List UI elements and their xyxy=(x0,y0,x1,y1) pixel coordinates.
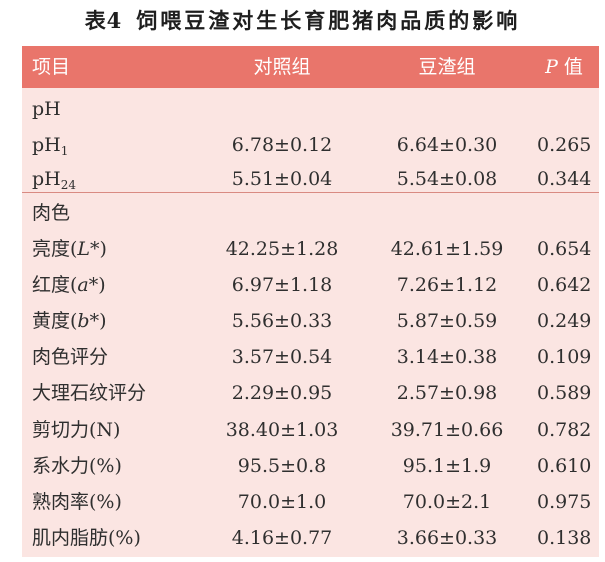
header-p-value: P 值 xyxy=(537,46,591,88)
row-label: 黄度(b*) xyxy=(32,303,107,339)
row-label-variable: b xyxy=(77,310,90,332)
row-label: 亮度(L*) xyxy=(32,231,107,267)
row-label: 肉色评分 xyxy=(32,346,109,368)
cell-treatment: 70.0±2.1 xyxy=(402,491,492,513)
cell-treatment: 39.71±0.66 xyxy=(390,419,504,441)
row-label-text: *) xyxy=(89,310,107,332)
group-label: 肉色 xyxy=(32,202,71,224)
cell-p-value: 0.975 xyxy=(537,491,592,513)
table-row: pH24 5.51±0.04 5.54±0.08 0.344 xyxy=(22,161,599,197)
row-label-text: *) xyxy=(90,238,107,260)
table-title: 饲喂豆渣对生长育肥猪肉品质的影响 xyxy=(136,8,521,33)
cell-control: 2.29±0.95 xyxy=(231,382,333,404)
cell-p-value: 0.249 xyxy=(537,310,592,332)
cell-p-value: 0.654 xyxy=(537,238,592,260)
cell-control: 5.56±0.33 xyxy=(231,310,333,332)
group-separator xyxy=(22,192,599,193)
table-row: 肌内脂肪(%) 4.16±0.77 3.66±0.33 0.138 xyxy=(22,520,599,556)
table-row: 大理石纹评分 2.29±0.95 2.57±0.98 0.589 xyxy=(22,375,599,411)
table-row: 肉色评分 3.57±0.54 3.14±0.38 0.109 xyxy=(22,339,599,375)
row-label-text: *) xyxy=(88,274,106,296)
row-label: 系水力(%) xyxy=(32,455,122,477)
cell-control: 95.5±0.8 xyxy=(237,455,327,477)
header-item: 项目 xyxy=(32,56,71,78)
data-table: 项目 对照组 豆渣组 P 值 pH pH1 6.78±0.12 6.64±0.3… xyxy=(22,46,599,557)
table-row: pH1 6.78±0.12 6.64±0.30 0.265 xyxy=(22,127,599,163)
cell-p-value: 0.344 xyxy=(537,168,592,190)
table-row: 亮度(L*) 42.25±1.28 42.61±1.59 0.654 xyxy=(22,231,599,267)
header-treatment: 豆渣组 xyxy=(418,56,476,78)
table-caption: 表4 饲喂豆渣对生长育肥猪肉品质的影响 xyxy=(0,0,605,40)
row-label-subscript: 24 xyxy=(60,178,77,192)
group-label: pH xyxy=(32,98,61,120)
table-row: 黄度(b*) 5.56±0.33 5.87±0.59 0.249 xyxy=(22,303,599,339)
cell-control: 5.51±0.04 xyxy=(231,168,333,190)
header-p-suffix: 值 xyxy=(557,56,583,78)
cell-control: 6.78±0.12 xyxy=(231,134,333,156)
row-label: 肌内脂肪(%) xyxy=(32,527,141,549)
cell-control: 3.57±0.54 xyxy=(231,346,333,368)
row-label-main: pH xyxy=(32,168,61,190)
row-label-subscript: 1 xyxy=(60,144,69,158)
cell-p-value: 0.138 xyxy=(537,527,592,549)
row-label: pH24 xyxy=(32,161,76,197)
cell-p-value: 0.642 xyxy=(537,274,592,296)
cell-treatment: 5.54±0.08 xyxy=(396,168,498,190)
row-label-text: 红度( xyxy=(32,274,78,296)
table-header-row: 项目 对照组 豆渣组 P 值 xyxy=(22,46,599,88)
row-label: 大理石纹评分 xyxy=(32,382,147,404)
table-row: 红度(a*) 6.97±1.18 7.26±1.12 0.642 xyxy=(22,267,599,303)
cell-control: 42.25±1.28 xyxy=(225,238,339,260)
cell-treatment: 42.61±1.59 xyxy=(390,238,504,260)
row-label: pH1 xyxy=(32,127,68,163)
group-row-color: 肉色 xyxy=(22,195,599,231)
cell-treatment: 2.57±0.98 xyxy=(396,382,498,404)
cell-p-value: 0.782 xyxy=(537,419,592,441)
cell-treatment: 5.87±0.59 xyxy=(396,310,498,332)
cell-control: 38.40±1.03 xyxy=(225,419,339,441)
cell-control: 6.97±1.18 xyxy=(231,274,333,296)
row-label-variable: a xyxy=(77,274,89,296)
table-row: 剪切力(N) 38.40±1.03 39.71±0.66 0.782 xyxy=(22,412,599,448)
cell-treatment: 6.64±0.30 xyxy=(396,134,498,156)
cell-treatment: 3.14±0.38 xyxy=(396,346,498,368)
group-row-ph: pH xyxy=(22,91,599,127)
row-label: 熟肉率(%) xyxy=(32,491,122,513)
table-row: 熟肉率(%) 70.0±1.0 70.0±2.1 0.975 xyxy=(22,484,599,520)
row-label: 红度(a*) xyxy=(32,267,106,303)
row-label-main: pH xyxy=(32,134,61,156)
cell-control: 4.16±0.77 xyxy=(231,527,333,549)
header-control: 对照组 xyxy=(253,56,311,78)
row-label-variable: L xyxy=(77,238,91,260)
header-p-letter: P xyxy=(545,56,558,78)
cell-p-value: 0.610 xyxy=(537,455,592,477)
row-label-text: 亮度( xyxy=(32,238,78,260)
cell-treatment: 95.1±1.9 xyxy=(402,455,492,477)
row-label: 剪切力(N) xyxy=(32,419,121,441)
table-number: 表4 xyxy=(84,8,123,33)
cell-p-value: 0.109 xyxy=(537,346,592,368)
row-label-text: 黄度( xyxy=(32,310,78,332)
cell-p-value: 0.265 xyxy=(537,134,592,156)
cell-treatment: 7.26±1.12 xyxy=(396,274,498,296)
cell-control: 70.0±1.0 xyxy=(237,491,327,513)
table-row: 系水力(%) 95.5±0.8 95.1±1.9 0.610 xyxy=(22,448,599,484)
cell-treatment: 3.66±0.33 xyxy=(396,527,498,549)
cell-p-value: 0.589 xyxy=(537,382,592,404)
